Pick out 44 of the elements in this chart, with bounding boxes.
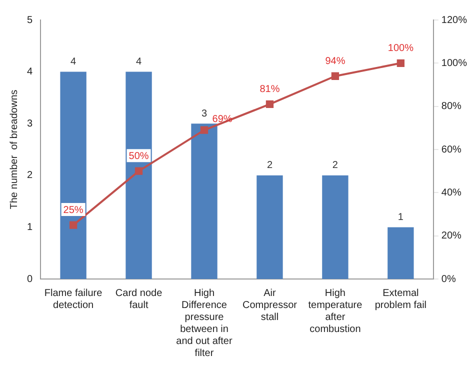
data-label: 3 <box>201 108 208 120</box>
point <box>331 72 340 80</box>
data-label: 50% <box>128 150 149 162</box>
y-tick-label: 3 <box>27 118 33 130</box>
point <box>134 167 143 175</box>
bar <box>60 72 86 279</box>
y2-tick-label: 80% <box>441 101 462 112</box>
x-tick-label: High temperature after combustion <box>308 288 363 335</box>
bar <box>322 175 348 279</box>
point <box>266 100 274 108</box>
bar <box>191 124 218 279</box>
data-label: 25% <box>63 204 84 216</box>
data-label: 94% <box>325 56 346 67</box>
y2-tick-label: 100% <box>441 58 468 69</box>
point <box>69 221 78 229</box>
data-label: 81% <box>260 84 280 95</box>
y2-tick-label: 20% <box>441 230 462 242</box>
data-label: 1 <box>398 212 404 223</box>
x-tick-label: Flame failure detection <box>44 288 103 311</box>
bar <box>126 72 152 279</box>
x-tick-label: Air Compressor stall <box>242 288 298 323</box>
point <box>396 59 405 67</box>
y2-tick-label: 0% <box>441 274 456 285</box>
y2-tick-label: 120% <box>441 14 468 26</box>
data-label: 69% <box>212 114 232 125</box>
y-tick-label: 0 <box>27 274 33 285</box>
y2-tick-label: 60% <box>441 144 462 156</box>
point <box>200 126 208 134</box>
x-tick-label: Extemal problem fail <box>374 288 427 311</box>
data-label: 4 <box>136 56 142 68</box>
bar <box>388 227 414 279</box>
y2-tick-label: 40% <box>441 187 462 198</box>
y-axis-title: The number of breadowns <box>8 90 20 210</box>
data-label: 4 <box>70 56 77 68</box>
data-label: 2 <box>332 160 338 172</box>
bar <box>256 175 283 279</box>
y-tick-label: 5 <box>27 14 33 26</box>
y-tick-label: 1 <box>27 222 33 233</box>
x-tick-label: High Difference pressure between in and out after filter <box>176 288 233 359</box>
data-label: 2 <box>266 160 273 172</box>
x-tick-label: Card node fault <box>115 288 163 311</box>
data-label: 100% <box>388 42 414 54</box>
y-tick-label: 4 <box>27 66 33 78</box>
y-tick-label: 2 <box>27 170 33 182</box>
